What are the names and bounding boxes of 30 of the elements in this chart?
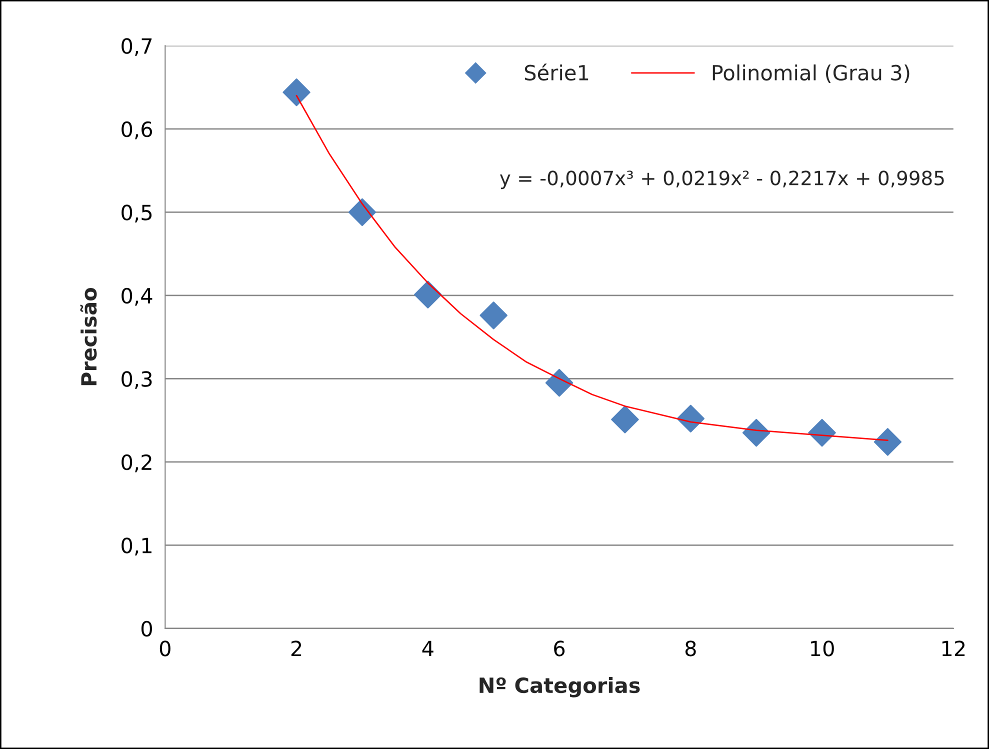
x-tick-label: 4 — [422, 640, 434, 656]
y-axis-title: Precisão — [80, 288, 97, 386]
point — [874, 428, 902, 456]
x-axis-title: Nº Categorias — [480, 677, 640, 698]
x-tick-label: 10 — [811, 640, 834, 656]
y-tick-label: 0,1 — [122, 538, 152, 556]
y-tick-label: 0 — [141, 620, 152, 637]
y-tick-label: 0,2 — [122, 454, 152, 472]
x-tick-label: 8 — [685, 640, 696, 656]
annotation: y = -0,0007x³ + 0,0219x² - 0,2217x + 0,9985 — [500, 170, 944, 190]
y-tick-label: 0,7 — [122, 38, 152, 56]
legend-label: Série1 — [524, 64, 588, 81]
y-tick-label: 0,4 — [122, 288, 152, 306]
point — [414, 280, 442, 308]
point — [742, 418, 770, 447]
x-tick-label: 0 — [160, 640, 170, 656]
point — [545, 368, 574, 397]
x-tick-label: 12 — [942, 640, 965, 656]
y-tick-label: 0,3 — [122, 371, 152, 390]
point — [808, 418, 836, 447]
point — [348, 198, 376, 226]
y-tick-label: 0,6 — [122, 121, 152, 140]
x-tick-label: 6 — [554, 640, 565, 656]
point — [676, 404, 705, 432]
legend-label: Polinomial (Grau 3) — [712, 64, 910, 84]
x-tick-label: 2 — [291, 640, 302, 656]
point — [282, 78, 310, 106]
point — [611, 406, 639, 434]
y-tick-label: 0,5 — [122, 204, 152, 223]
point — [480, 302, 508, 330]
